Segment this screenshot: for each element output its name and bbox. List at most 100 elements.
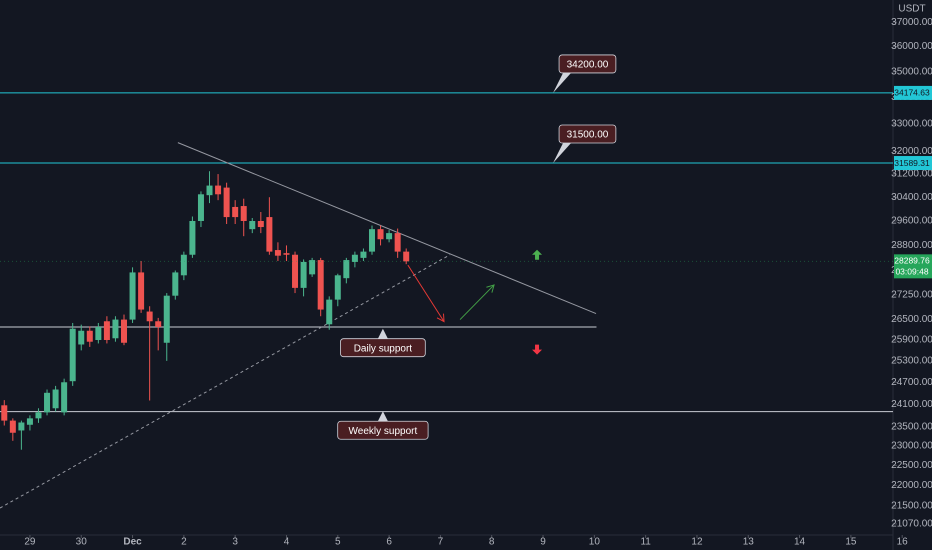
currency-label: USDT — [898, 4, 925, 15]
x-tick-label: 8 — [489, 537, 495, 548]
callout-box — [337, 420, 429, 440]
candle-body — [377, 229, 384, 240]
candle-body — [403, 251, 410, 262]
candle-body — [163, 295, 170, 343]
candle-body — [266, 217, 273, 252]
candle-body — [309, 260, 316, 275]
candle-body — [206, 185, 213, 196]
candle-body — [360, 251, 367, 258]
y-tick-label: 24700.00 — [891, 377, 932, 388]
candle-body — [300, 261, 307, 288]
candle-body — [215, 185, 222, 195]
y-tick-label: 22000.00 — [891, 480, 932, 491]
arrow-line — [407, 264, 445, 322]
candle-body — [120, 319, 127, 343]
y-tick-label: 33000.00 — [891, 119, 932, 130]
candle-body — [35, 412, 42, 419]
callout-text: Weekly support — [349, 426, 418, 437]
candle-body — [292, 254, 299, 288]
trend-line — [0, 254, 451, 509]
x-tick-label: Dec — [123, 537, 142, 548]
y-tick-label: 21500.00 — [891, 501, 932, 512]
candle-body — [61, 382, 68, 413]
x-tick-label: 5 — [335, 537, 341, 548]
candle-body — [172, 272, 179, 296]
x-tick-label: 7 — [438, 537, 444, 548]
candle-body — [334, 275, 341, 300]
candle-body — [86, 330, 93, 342]
candle-body — [197, 194, 204, 221]
arrow-head — [436, 313, 445, 323]
x-tick-label: 9 — [540, 537, 546, 548]
price-tag — [894, 156, 932, 171]
y-tick-label: 25900.00 — [891, 335, 932, 346]
y-tick-label: 23500.00 — [891, 421, 932, 432]
price-tag — [894, 85, 932, 100]
callout-text: 34200.00 — [567, 60, 609, 71]
last-price-tag — [894, 254, 932, 279]
candle-body — [351, 254, 358, 262]
candle-body — [343, 260, 350, 279]
x-tick-label: 29 — [24, 537, 36, 548]
candle-body — [103, 321, 110, 340]
last-price-label: 28289.76 — [894, 256, 930, 266]
candle-body — [240, 206, 247, 221]
candle-body — [69, 328, 76, 382]
y-tick-label: 32000.00 — [891, 146, 932, 157]
y-tick-label: 26500.00 — [891, 314, 932, 325]
x-tick-label: 30 — [76, 537, 88, 548]
candle-body — [232, 206, 239, 218]
callout-pointer — [553, 72, 572, 93]
candle-body — [368, 229, 375, 252]
candle-body — [394, 233, 401, 252]
x-tick-label: 16 — [897, 537, 909, 548]
price-tag-label: 31589.31 — [894, 158, 930, 168]
candle-body — [223, 187, 230, 218]
candle-body — [1, 405, 8, 421]
y-tick-label: 29600.00 — [891, 216, 932, 227]
arrow-head — [486, 284, 495, 293]
candle-body — [189, 220, 196, 255]
y-tick-label: 28800.00 — [891, 240, 932, 251]
y-tick-label: 31200.00 — [891, 169, 932, 180]
candle-body — [9, 420, 16, 433]
candle-body — [112, 319, 119, 339]
y-tick-label: 23000.00 — [891, 440, 932, 451]
candle-body — [146, 311, 153, 322]
callout-text: 31500.00 — [567, 130, 609, 141]
y-tick-label: 27250.00 — [891, 289, 932, 300]
candle-body — [155, 321, 162, 328]
countdown-label: 03:09:48 — [895, 267, 928, 277]
arrow-line — [459, 284, 495, 320]
x-tick-label: 4 — [284, 537, 290, 548]
candle-body — [274, 250, 281, 256]
y-tick-label: 21070.00 — [891, 519, 932, 530]
candle-body — [180, 254, 187, 276]
candle-body — [317, 260, 324, 310]
y-tick-label: 30400.00 — [891, 192, 932, 203]
candle-body — [138, 272, 145, 310]
trend-line — [177, 142, 597, 315]
candle-body — [44, 392, 51, 413]
candle-body — [95, 327, 102, 340]
candle-body — [386, 233, 393, 240]
x-tick-label: 10 — [589, 537, 601, 548]
price-tag-label: 34174.63 — [894, 88, 930, 98]
y-tick-label: 24100.00 — [891, 399, 932, 410]
callout-pointer — [377, 411, 388, 422]
direction-marker — [532, 344, 543, 355]
candle-body — [326, 299, 333, 325]
x-tick-label: 11 — [640, 537, 651, 548]
y-tick-label: 22500.00 — [891, 460, 932, 471]
x-tick-label: 13 — [743, 537, 755, 548]
candle-body — [283, 253, 290, 255]
y-tick-label: 36000.00 — [891, 41, 932, 52]
candle-body — [52, 389, 59, 409]
callout-pointer — [553, 143, 572, 164]
callout-box — [340, 338, 426, 358]
x-tick-label: 12 — [691, 537, 703, 548]
candle-body — [257, 220, 264, 228]
y-tick-label: 25300.00 — [891, 356, 932, 367]
callout-pointer — [377, 328, 388, 339]
